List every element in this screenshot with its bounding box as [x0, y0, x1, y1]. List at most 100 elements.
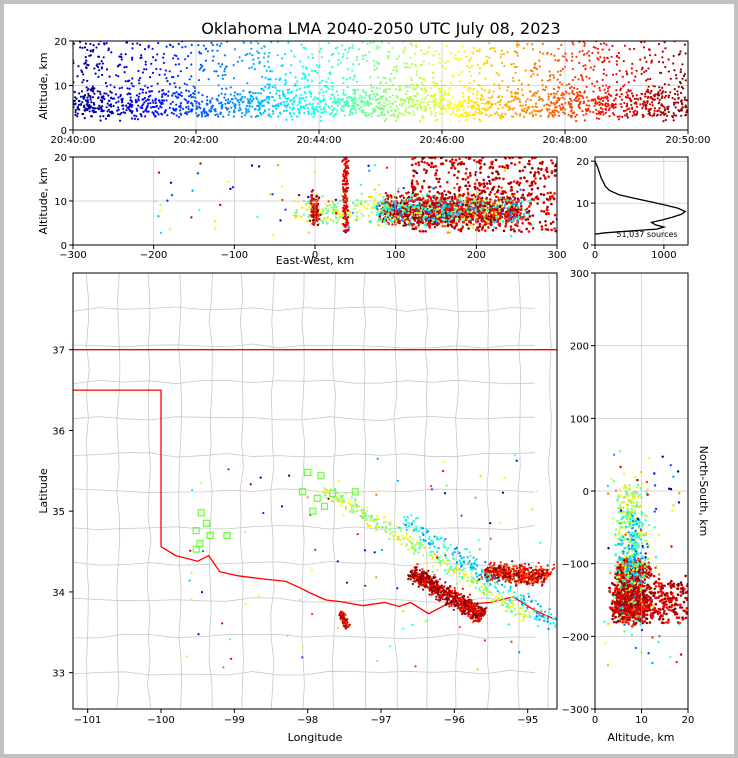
time-altitude-source: [606, 87, 610, 90]
time-altitude-source: [429, 107, 432, 110]
east-west-source: [491, 187, 495, 190]
time-altitude-source: [262, 56, 265, 59]
time-altitude-source: [507, 85, 510, 88]
time-altitude-source: [357, 104, 360, 107]
time-altitude-source: [408, 66, 411, 69]
east-west-source: [401, 203, 404, 207]
east-west-source: [443, 189, 446, 193]
east-west-source: [474, 170, 478, 174]
time-altitude-source: [421, 98, 424, 101]
east-west-source: [530, 183, 534, 187]
time-altitude-source: [562, 111, 565, 114]
east-west-source: [525, 227, 528, 231]
east-west-source: [440, 196, 443, 199]
east-west-source: [435, 218, 438, 222]
time-altitude-source: [96, 63, 99, 66]
east-west-source: [504, 157, 507, 160]
time-altitude-source: [249, 94, 252, 97]
time-altitude-source: [481, 95, 484, 98]
time-altitude-source: [552, 92, 556, 95]
east-west-source: [401, 194, 405, 198]
east-west-source: [397, 190, 400, 193]
time-altitude-source: [285, 81, 288, 84]
time-altitude-source: [180, 94, 183, 98]
time-altitude-source: [411, 87, 414, 90]
time-altitude-source: [385, 81, 388, 84]
time-altitude-source: [442, 104, 445, 107]
time-altitude-source: [457, 50, 460, 53]
time-altitude-source: [102, 56, 105, 59]
time-altitude-source: [644, 92, 647, 95]
time-altitude-source: [432, 76, 435, 79]
east-west-source: [517, 215, 520, 219]
time-altitude-source: [466, 105, 469, 109]
east-west-source: [379, 219, 382, 222]
time-altitude-source: [211, 97, 214, 100]
time-altitude-source: [328, 106, 331, 109]
time-altitude-source: [154, 59, 157, 62]
east-west-source: [307, 215, 310, 218]
time-altitude-source: [462, 91, 465, 95]
time-altitude-source: [432, 64, 435, 67]
time-altitude-source: [606, 102, 610, 106]
time-altitude-source: [543, 88, 547, 92]
time-altitude-source: [663, 106, 666, 109]
time-altitude-source: [398, 85, 401, 88]
east-west-source: [437, 218, 441, 221]
time-altitude-source: [647, 90, 650, 93]
time-altitude-source: [623, 101, 626, 105]
east-west-source: [429, 219, 432, 223]
time-altitude-source: [301, 96, 304, 100]
time-altitude-source: [90, 87, 93, 90]
time-altitude-source: [99, 93, 102, 96]
time-altitude-source: [590, 99, 593, 102]
east-west-source: [539, 177, 542, 180]
time-altitude-source: [277, 115, 280, 118]
east-west-source: [308, 219, 312, 222]
time-altitude-source: [475, 101, 478, 104]
time-altitude-source: [414, 88, 417, 91]
time-altitude-source: [264, 85, 267, 88]
east-west-source: [271, 193, 274, 196]
east-west-source: [410, 212, 413, 216]
time-altitude-source: [482, 63, 485, 66]
east-west-source: [402, 224, 405, 227]
time-altitude-source: [666, 114, 669, 117]
time-altitude-source: [615, 89, 618, 92]
time-altitude-source: [372, 59, 375, 62]
time-altitude-source: [363, 104, 366, 107]
time-altitude-source: [91, 85, 95, 88]
east-west-source: [472, 159, 476, 162]
time-altitude-source: [497, 107, 500, 110]
time-altitude-source: [261, 104, 264, 107]
east-west-source: [476, 191, 480, 194]
time-altitude-source: [648, 54, 652, 57]
time-altitude-source: [279, 111, 282, 114]
time-altitude-source: [556, 101, 559, 104]
time-altitude-source: [342, 53, 345, 56]
time-altitude-source: [360, 99, 363, 102]
east-west-source: [441, 214, 445, 218]
time-altitude-source: [304, 47, 307, 50]
time-altitude-source: [516, 54, 519, 57]
east-west-source: [405, 218, 408, 221]
time-altitude-source: [598, 89, 602, 92]
east-west-source: [386, 204, 390, 207]
time-altitude-source: [535, 102, 538, 105]
time-altitude-source: [98, 105, 101, 108]
time-altitude-source: [405, 107, 408, 110]
time-altitude-source: [352, 98, 355, 101]
time-altitude-source: [647, 85, 650, 88]
time-altitude-source: [157, 113, 160, 116]
east-west-source: [399, 195, 402, 198]
time-altitude-source: [635, 69, 638, 72]
east-west-source: [491, 166, 495, 169]
time-altitude-source: [140, 54, 143, 57]
east-west-source: [338, 213, 341, 216]
time-altitude-source: [438, 53, 441, 56]
time-altitude-source: [222, 115, 225, 118]
time-altitude-source: [219, 112, 222, 116]
east-west-source: [538, 161, 542, 165]
